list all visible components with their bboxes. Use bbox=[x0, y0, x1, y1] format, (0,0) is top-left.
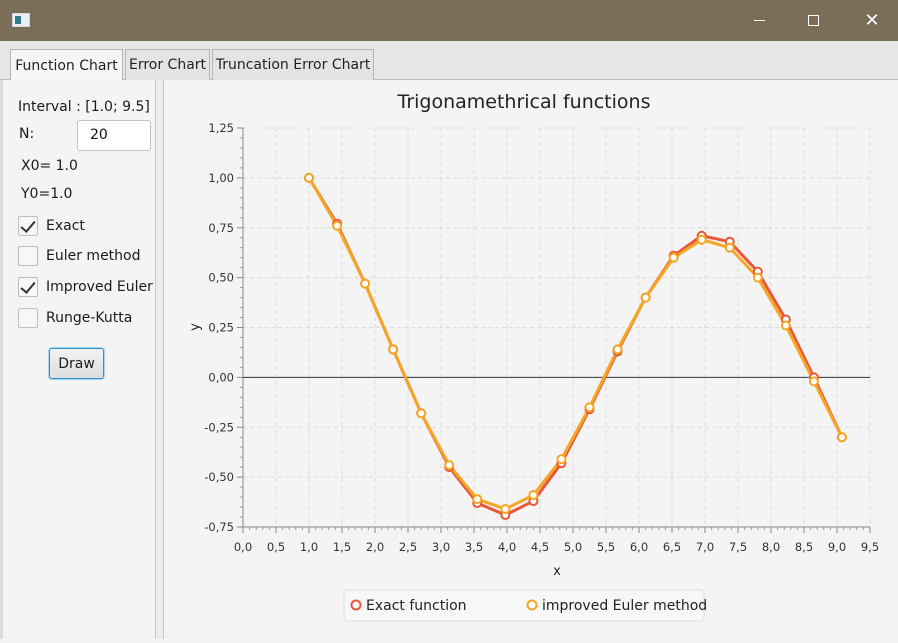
improved-euler-checkbox-label: Improved Euler bbox=[46, 279, 153, 295]
x-tick-label: 8,5 bbox=[795, 540, 813, 554]
tab-error-chart[interactable]: Error Chart bbox=[125, 49, 210, 80]
x-tick-label: 8,0 bbox=[762, 540, 780, 554]
data-point-improved-euler bbox=[752, 272, 763, 283]
x-tick-label: 9,5 bbox=[861, 540, 879, 554]
checkmark-icon bbox=[20, 217, 36, 233]
legend-label-exact: Exact function bbox=[366, 598, 467, 614]
x-axis-label: x bbox=[553, 564, 561, 579]
x-tick-label: 9,0 bbox=[828, 540, 846, 554]
y-tick-label: 1,00 bbox=[208, 171, 234, 185]
x-tick-label: 4,5 bbox=[531, 540, 549, 554]
data-point-improved-euler bbox=[780, 320, 791, 331]
exact-checkbox-label: Exact bbox=[46, 218, 85, 234]
data-point-improved-euler bbox=[332, 220, 343, 231]
euler-checkbox[interactable]: Euler method bbox=[18, 245, 141, 267]
x-tick-label: 5,0 bbox=[564, 540, 582, 554]
runge-kutta-checkbox-box[interactable] bbox=[18, 308, 38, 328]
legend-marker-exact bbox=[350, 599, 362, 611]
x-tick-label: 0,5 bbox=[267, 540, 285, 554]
y-tick-label: 1,25 bbox=[208, 121, 234, 135]
data-point-improved-euler bbox=[416, 408, 427, 419]
improved-euler-checkbox-box[interactable] bbox=[18, 277, 38, 297]
chart-title: Trigonamethrical functions bbox=[397, 91, 651, 113]
data-point-improved-euler bbox=[584, 402, 595, 413]
data-point-improved-euler bbox=[640, 292, 651, 303]
y-tick-label: 0,00 bbox=[208, 370, 234, 384]
data-point-improved-euler bbox=[388, 344, 399, 355]
tab-bar: Function Chart Error Chart Truncation Er… bbox=[0, 41, 898, 81]
data-point-improved-euler bbox=[724, 242, 735, 253]
x-tick-label: 2,5 bbox=[399, 540, 417, 554]
exact-checkbox-box[interactable] bbox=[18, 216, 38, 236]
data-point-improved-euler bbox=[836, 432, 847, 443]
n-input[interactable]: 20 bbox=[77, 120, 151, 151]
x-tick-label: 6,0 bbox=[630, 540, 648, 554]
x-tick-label: 1,0 bbox=[300, 540, 318, 554]
runge-kutta-checkbox[interactable]: Runge-Kutta bbox=[18, 307, 132, 329]
x-tick-label: 7,0 bbox=[696, 540, 714, 554]
checkmark-icon bbox=[20, 278, 36, 294]
data-point-improved-euler bbox=[668, 252, 679, 263]
split-divider[interactable] bbox=[156, 80, 164, 639]
app-icon bbox=[12, 13, 30, 27]
improved-euler-checkbox[interactable]: Improved Euler bbox=[18, 276, 153, 298]
left-edge bbox=[0, 80, 3, 639]
close-button[interactable]: ✕ bbox=[849, 0, 895, 41]
y-tick-label: 0,75 bbox=[208, 221, 234, 235]
legend-marker-improved-euler bbox=[526, 599, 538, 611]
y-tick-label: -0,50 bbox=[204, 470, 234, 484]
data-point-improved-euler bbox=[360, 278, 371, 289]
maximize-icon bbox=[807, 15, 819, 26]
maximize-button[interactable] bbox=[790, 0, 836, 41]
x0-label: X0= 1.0 bbox=[21, 158, 78, 174]
x-tick-label: 2,0 bbox=[366, 540, 384, 554]
draw-button[interactable]: Draw bbox=[49, 348, 104, 379]
data-point-improved-euler bbox=[304, 172, 314, 183]
x-tick-label: 6,5 bbox=[663, 540, 681, 554]
x-tick-label: 7,5 bbox=[729, 540, 747, 554]
data-point-improved-euler bbox=[556, 454, 567, 465]
x-tick-label: 0,0 bbox=[234, 540, 252, 554]
data-point-improved-euler bbox=[472, 494, 483, 505]
x-tick-label: 4,0 bbox=[498, 540, 516, 554]
chart-area: Trigonamethrical functions 0,0 0,5 1,0 1,5 2… bbox=[164, 80, 898, 639]
legend-label-improved-euler: improved Euler method bbox=[542, 598, 707, 614]
n-label: N: bbox=[19, 126, 35, 142]
series-line-exact bbox=[307, 177, 844, 517]
y-tick-label: -0,75 bbox=[204, 520, 234, 534]
function-chart: Trigonamethrical functions 0,0 0,5 1,0 1,5 2… bbox=[188, 91, 879, 622]
minimize-icon bbox=[753, 20, 765, 21]
data-point-improved-euler bbox=[444, 460, 455, 471]
window-titlebar: ✕ bbox=[0, 0, 898, 41]
x-tick-label: 1,5 bbox=[333, 540, 351, 554]
runge-kutta-checkbox-label: Runge-Kutta bbox=[46, 310, 133, 326]
data-point-improved-euler bbox=[528, 490, 539, 501]
close-icon: ✕ bbox=[864, 10, 880, 31]
euler-checkbox-label: Euler method bbox=[46, 248, 141, 264]
minimize-button[interactable] bbox=[736, 0, 782, 41]
interval-label: Interval : [1.0; 9.5] bbox=[18, 99, 150, 115]
legend-box bbox=[343, 589, 705, 622]
x-tick-label: 3,0 bbox=[432, 540, 450, 554]
y0-label: Y0=1.0 bbox=[21, 186, 73, 202]
data-point-improved-euler bbox=[612, 344, 623, 355]
y-axis-label: y bbox=[188, 323, 203, 331]
exact-checkbox[interactable]: Exact bbox=[18, 215, 85, 237]
data-point-improved-euler bbox=[696, 234, 707, 245]
y-tick-label: 0,25 bbox=[208, 321, 234, 335]
chart-legend: Exact function improved Euler method bbox=[343, 589, 707, 622]
data-point-improved-euler bbox=[500, 504, 511, 515]
x-tick-label: 5,5 bbox=[597, 540, 615, 554]
x-tick-label: 3,5 bbox=[465, 540, 483, 554]
y-tick-label: 0,50 bbox=[208, 271, 234, 285]
y-tick-label: -0,25 bbox=[204, 420, 234, 434]
data-point-improved-euler bbox=[808, 376, 819, 387]
euler-checkbox-box[interactable] bbox=[18, 246, 38, 266]
tab-truncation-error-chart[interactable]: Truncation Error Chart bbox=[212, 49, 374, 80]
tab-function-chart[interactable]: Function Chart bbox=[10, 49, 123, 81]
